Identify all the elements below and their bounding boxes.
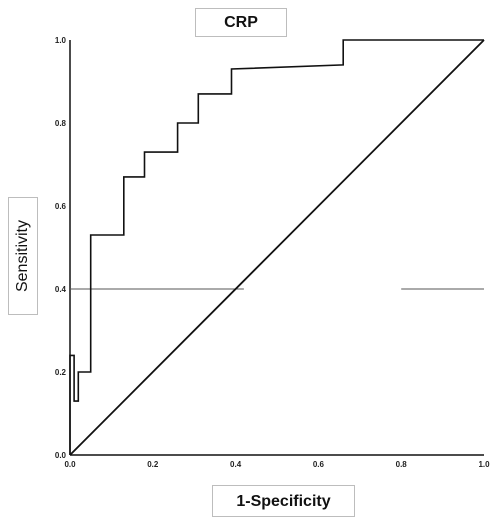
y-tick-label: 0.6 bbox=[55, 202, 67, 211]
y-axis-label: Sensitivity bbox=[14, 219, 31, 293]
x-tick-label: 0.0 bbox=[64, 460, 76, 469]
chart-title: CRP bbox=[224, 14, 258, 31]
x-tick-label: 0.2 bbox=[147, 460, 159, 469]
reference-diagonal-line bbox=[69, 39, 485, 456]
y-tick-label: 0.2 bbox=[55, 368, 67, 377]
series-layer bbox=[69, 39, 485, 456]
x-tick-label: 0.4 bbox=[230, 460, 242, 469]
y-axis-label-box: Sensitivity bbox=[8, 197, 38, 315]
x-axis-label-box: 1-Specificity bbox=[212, 485, 355, 517]
x-tick-label: 0.6 bbox=[313, 460, 325, 469]
y-tick-label: 0.4 bbox=[55, 285, 67, 294]
x-tick-label: 1.0 bbox=[478, 460, 490, 469]
tick-labels: 0.0 0.2 0.4 0.6 0.8 1.0 0.0 0.2 0.4 0.6 0.8 1.0 bbox=[55, 36, 490, 469]
y-tick-label: 1.0 bbox=[55, 36, 67, 45]
roc-curve-line bbox=[69, 39, 484, 455]
x-axis-label: 1-Specificity bbox=[236, 493, 331, 510]
y-tick-label: 0.8 bbox=[55, 119, 67, 128]
y-tick-label: 0.0 bbox=[55, 451, 67, 460]
chart-title-box: CRP bbox=[195, 8, 287, 37]
x-tick-label: 0.8 bbox=[396, 460, 408, 469]
